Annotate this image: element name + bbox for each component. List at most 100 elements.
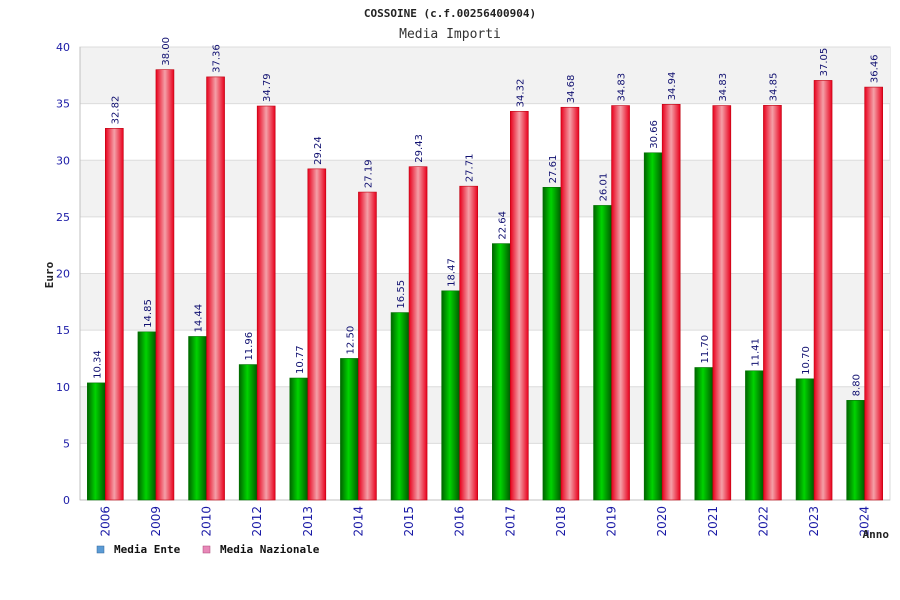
data-label-media-ente: 27.61 (548, 155, 559, 184)
data-label-media-ente: 8.80 (852, 374, 863, 396)
bar-media-nazionale (459, 185, 478, 501)
legend: Media Ente Media Nazionale (96, 543, 320, 556)
bar-media-nazionale (712, 105, 732, 501)
data-label-media-nazionale: 34.94 (667, 72, 678, 101)
bar-media-ente (441, 290, 460, 501)
y-tick-label: 25 (56, 211, 70, 224)
data-label-media-nazionale: 37.36 (212, 44, 223, 73)
bar-media-ente (745, 370, 764, 501)
bar-media-ente (289, 377, 309, 501)
data-label-media-nazionale: 29.43 (414, 134, 425, 163)
y-tick-label: 15 (56, 324, 70, 337)
bar-media-ente (846, 400, 865, 501)
bar-media-nazionale (611, 105, 630, 501)
data-label-media-ente: 10.70 (801, 346, 812, 375)
data-label-media-nazionale: 27.71 (465, 154, 476, 183)
bar-media-ente (390, 312, 410, 501)
x-tick-label: 2006 (98, 506, 112, 537)
x-tick-label: 2020 (655, 506, 669, 537)
legend-swatch-nazionale (202, 545, 211, 554)
bar-media-nazionale (864, 86, 883, 501)
x-tick-label: 2015 (402, 506, 416, 537)
x-tick-label: 2009 (149, 506, 163, 537)
legend-label-nazionale: Media Nazionale (220, 543, 320, 556)
x-tick-label: 2013 (301, 506, 315, 537)
data-label-media-ente: 18.47 (447, 258, 458, 287)
data-label-media-ente: 10.77 (295, 345, 306, 374)
bar-media-nazionale (560, 106, 580, 501)
x-tick-label: 2022 (756, 506, 770, 537)
bar-media-nazionale (661, 104, 681, 501)
data-label-media-nazionale: 37.05 (819, 48, 830, 77)
legend-swatch-ente (96, 545, 105, 554)
x-tick-label: 2018 (554, 506, 568, 537)
bar-media-nazionale (307, 168, 327, 501)
bar-media-ente (643, 152, 663, 501)
x-tick-label: 2017 (503, 506, 517, 537)
data-label-media-nazionale: 32.82 (110, 96, 121, 125)
bar-media-nazionale (206, 76, 225, 501)
y-tick-label: 5 (63, 437, 70, 450)
x-tick-label: 2016 (453, 506, 467, 537)
x-tick-label: 2012 (250, 506, 264, 537)
data-label-media-ente: 26.01 (599, 173, 610, 202)
bar-media-nazionale (813, 80, 833, 501)
x-tick-label: 2023 (807, 506, 821, 537)
x-axis-title: Anno (863, 528, 890, 541)
bar-media-nazionale (408, 166, 428, 501)
x-tick-label: 2014 (351, 506, 365, 537)
data-label-media-ente: 16.55 (396, 280, 407, 309)
x-tick-label: 2010 (200, 506, 214, 537)
y-tick-label: 40 (56, 41, 70, 54)
data-label-media-ente: 22.64 (497, 211, 508, 240)
bar-media-nazionale (510, 111, 529, 501)
x-tick-label: 2021 (706, 506, 720, 537)
data-label-media-nazionale: 27.19 (363, 159, 374, 188)
data-label-media-nazionale: 29.24 (313, 136, 324, 165)
bar-media-ente (795, 378, 815, 501)
y-axis-title: Euro (43, 261, 56, 288)
data-label-media-nazionale: 34.79 (262, 73, 273, 102)
data-label-media-nazionale: 38.00 (161, 37, 172, 66)
y-tick-label: 20 (56, 268, 70, 281)
bar-media-nazionale (105, 128, 124, 501)
bar-media-ente (340, 358, 359, 501)
chart-subtitle: Media Importi (399, 27, 501, 42)
bar-media-nazionale (358, 191, 377, 501)
data-label-media-ente: 11.96 (244, 332, 255, 361)
chart-title: COSSOINE (c.f.00256400904) (364, 7, 536, 20)
data-label-media-nazionale: 34.85 (768, 73, 779, 102)
data-label-media-nazionale: 34.83 (718, 73, 729, 102)
bar-media-ente (542, 187, 562, 501)
bar-media-ente (188, 336, 207, 501)
y-tick-label: 10 (56, 381, 70, 394)
data-label-media-nazionale: 34.68 (566, 75, 577, 104)
data-label-media-ente: 11.41 (750, 338, 761, 367)
bar-media-ente (593, 205, 612, 501)
bar-media-ente (694, 367, 714, 501)
bar-media-nazionale (155, 69, 175, 501)
legend-label-ente: Media Ente (114, 543, 181, 556)
bar-media-ente (87, 382, 106, 501)
bar-media-ente (238, 364, 258, 501)
x-tick-label: 2019 (605, 506, 619, 537)
x-axis: 2006 2009 2010 2012 2013 2014 2015 2016 2017 2018… (98, 506, 871, 537)
bar-media-nazionale (763, 105, 782, 501)
bar-media-ente (137, 331, 157, 501)
bars: 10.34 32.82 14.85 38.00 14.44 37.36 11.96 34.79… (87, 37, 883, 501)
data-label-media-nazionale: 34.32 (515, 79, 526, 108)
y-tick-label: 35 (56, 98, 70, 111)
data-label-media-ente: 14.44 (194, 304, 205, 333)
bar-media-nazionale (256, 105, 276, 501)
data-label-media-ente: 30.66 (649, 120, 660, 149)
bar-media-ente (492, 243, 511, 501)
data-label-media-ente: 12.50 (345, 326, 356, 355)
data-label-media-nazionale: 34.83 (617, 73, 628, 102)
y-tick-label: 0 (63, 494, 70, 507)
y-tick-label: 30 (56, 154, 70, 167)
data-label-media-ente: 11.70 (700, 335, 711, 364)
x-tick-label: 2024 (858, 506, 872, 537)
data-label-media-ente: 14.85 (143, 299, 154, 328)
data-label-media-ente: 10.34 (92, 350, 103, 379)
